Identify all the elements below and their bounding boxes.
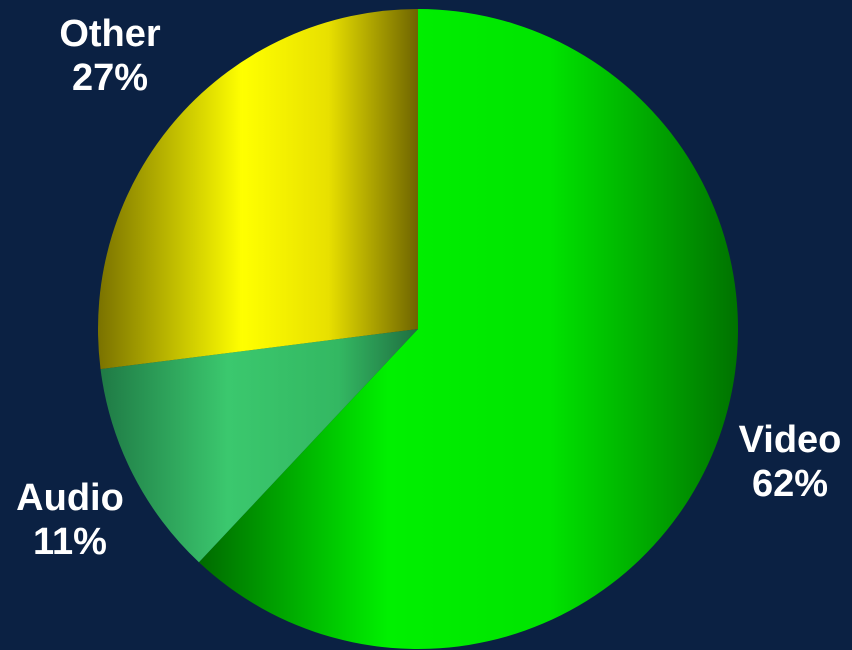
slice-value-audio: 11% <box>33 521 107 563</box>
pie-slice-audio <box>100 329 419 563</box>
pie-slice-other <box>97 9 419 370</box>
pie-slice-video <box>198 9 738 650</box>
pie-slices <box>97 9 738 650</box>
slice-label-other: Other <box>59 13 161 55</box>
slice-label-video: Video <box>739 419 842 461</box>
slice-value-other: 27% <box>72 57 148 99</box>
slice-value-video: 62% <box>752 463 828 505</box>
slice-label-audio: Audio <box>16 477 124 519</box>
